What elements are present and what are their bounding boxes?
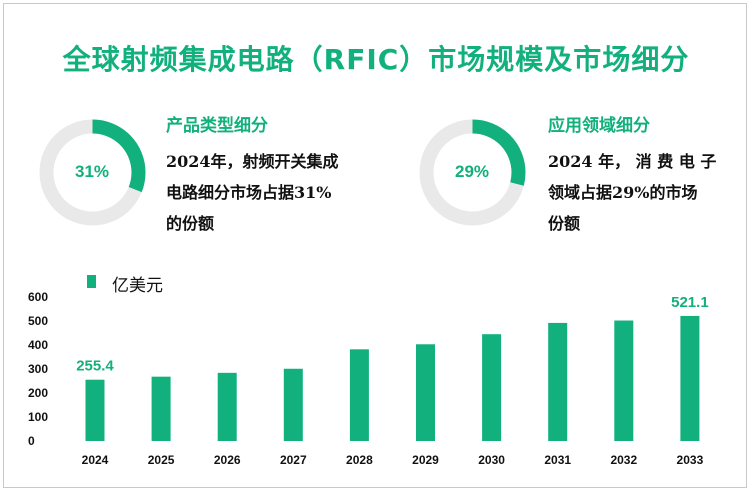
left-segment-title: 产品类型细分 bbox=[166, 116, 268, 136]
right-segment-title: 应用领域细分 bbox=[548, 116, 650, 136]
desc-line: 的份额 bbox=[166, 214, 215, 233]
bar-chart: 0 100 200 300 400 500 600 2024 2025 2026 2027 2028 2… bbox=[28, 290, 709, 467]
donut-arc bbox=[419, 119, 526, 226]
desc-line: 2024 年， 消 费 电 子 bbox=[548, 152, 717, 171]
y-tick-label: 500 bbox=[28, 314, 48, 328]
y-tick-label: 300 bbox=[28, 362, 48, 376]
bar bbox=[85, 379, 105, 441]
bar-chart-panel: 0 100 200 300 400 500 600 2024 2025 2026 2027 2028 2… bbox=[22, 263, 730, 478]
left-percent-label: 31% bbox=[74, 162, 110, 181]
bar bbox=[349, 349, 369, 441]
x-tick-label: 2027 bbox=[280, 453, 307, 467]
x-tick-label: 2029 bbox=[412, 453, 439, 467]
x-tick-label: 2026 bbox=[214, 453, 241, 467]
bar bbox=[151, 376, 171, 441]
x-tick-label: 2024 bbox=[82, 453, 109, 467]
y-tick-label: 0 bbox=[28, 434, 35, 448]
left-segment-description: 2024年，射频开关集成 电路细分市场占据31% 的份额 bbox=[166, 146, 339, 239]
y-tick-label: 600 bbox=[28, 290, 48, 304]
x-tick-label: 2033 bbox=[677, 453, 704, 467]
left-donut-chart bbox=[35, 115, 150, 230]
bar bbox=[482, 334, 502, 441]
desc-line: 电路细分市场占据31% bbox=[166, 183, 332, 202]
data-label: 521.1 bbox=[671, 294, 709, 311]
x-tick-label: 2030 bbox=[478, 453, 505, 467]
y-tick-label: 400 bbox=[28, 338, 48, 352]
bar bbox=[548, 322, 568, 441]
y-tick-label: 100 bbox=[28, 410, 48, 424]
donut-arc bbox=[39, 119, 146, 226]
desc-line: 份额 bbox=[548, 214, 581, 233]
y-tick-label: 200 bbox=[28, 386, 48, 400]
desc-line: 领域占据29%的市场 bbox=[548, 183, 698, 202]
bar bbox=[283, 368, 303, 441]
bar bbox=[614, 320, 634, 441]
x-tick-label: 2028 bbox=[346, 453, 373, 467]
right-donut-chart bbox=[415, 115, 530, 230]
legend-label: 亿美元 bbox=[112, 276, 163, 296]
page-title: 全球射频集成电路（RFIC）市场规模及市场细分 bbox=[62, 43, 690, 76]
desc-line: 2024年，射频开关集成 bbox=[166, 152, 339, 171]
right-percent-label: 29% bbox=[454, 162, 490, 181]
x-tick-label: 2032 bbox=[610, 453, 637, 467]
data-label: 255.4 bbox=[76, 358, 114, 375]
right-segment-description: 2024 年， 消 费 电 子 领域占据29%的市场 份额 bbox=[548, 146, 716, 239]
bar bbox=[416, 344, 435, 441]
legend-swatch bbox=[87, 275, 96, 288]
x-tick-label: 2025 bbox=[148, 453, 175, 467]
bar bbox=[680, 315, 700, 441]
bar bbox=[217, 372, 237, 441]
x-tick-label: 2031 bbox=[544, 453, 571, 467]
